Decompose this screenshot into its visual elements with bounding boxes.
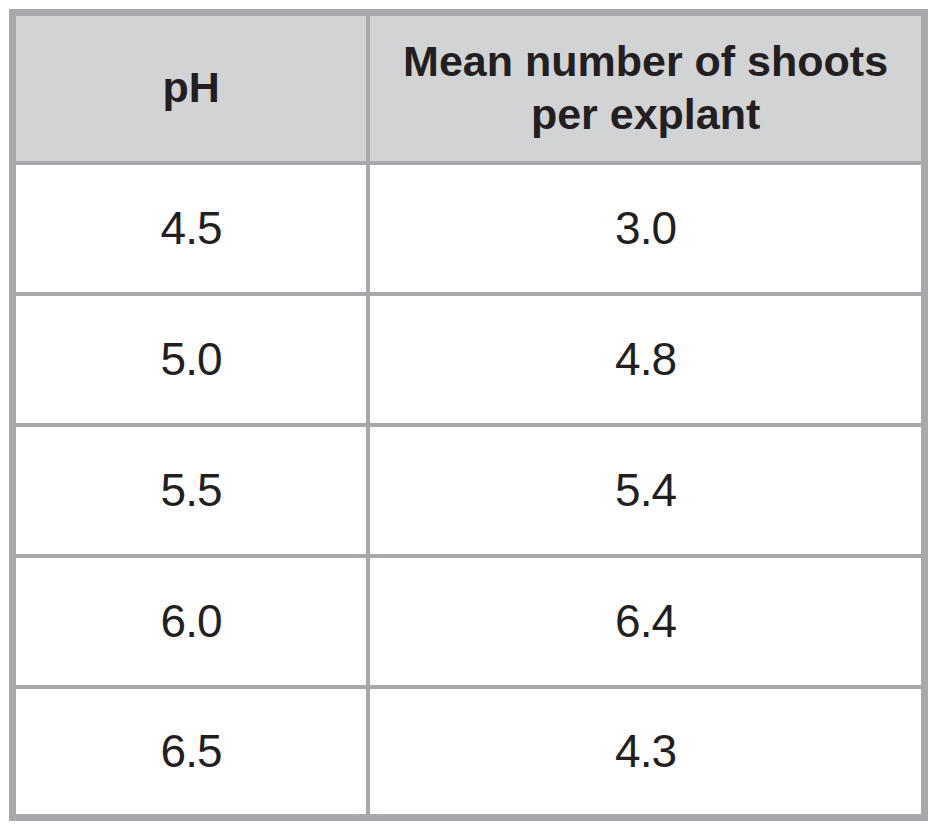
ph-value: 5.0 xyxy=(13,294,369,425)
ph-value: 5.5 xyxy=(13,425,369,556)
table-row: 5.5 5.4 xyxy=(13,425,925,556)
ph-shoots-table: pH Mean number of shoots per explant 4.5… xyxy=(9,9,928,821)
header-row: pH Mean number of shoots per explant xyxy=(13,13,925,163)
shoots-value: 4.8 xyxy=(368,294,924,425)
shoots-value: 4.3 xyxy=(368,687,924,818)
ph-value: 4.5 xyxy=(13,163,369,294)
column-header-ph: pH xyxy=(13,13,369,163)
table-row: 6.0 6.4 xyxy=(13,556,925,687)
column-header-shoots: Mean number of shoots per explant xyxy=(368,13,924,163)
table-row: 6.5 4.3 xyxy=(13,687,925,818)
table-body: 4.5 3.0 5.0 4.8 5.5 5.4 6.0 6.4 6.5 4.3 xyxy=(13,163,925,818)
ph-value: 6.5 xyxy=(13,687,369,818)
table-row: 4.5 3.0 xyxy=(13,163,925,294)
ph-value: 6.0 xyxy=(13,556,369,687)
table-header: pH Mean number of shoots per explant xyxy=(13,13,925,163)
shoots-value: 3.0 xyxy=(368,163,924,294)
shoots-value: 5.4 xyxy=(368,425,924,556)
table-row: 5.0 4.8 xyxy=(13,294,925,425)
shoots-value: 6.4 xyxy=(368,556,924,687)
page: pH Mean number of shoots per explant 4.5… xyxy=(0,0,937,830)
